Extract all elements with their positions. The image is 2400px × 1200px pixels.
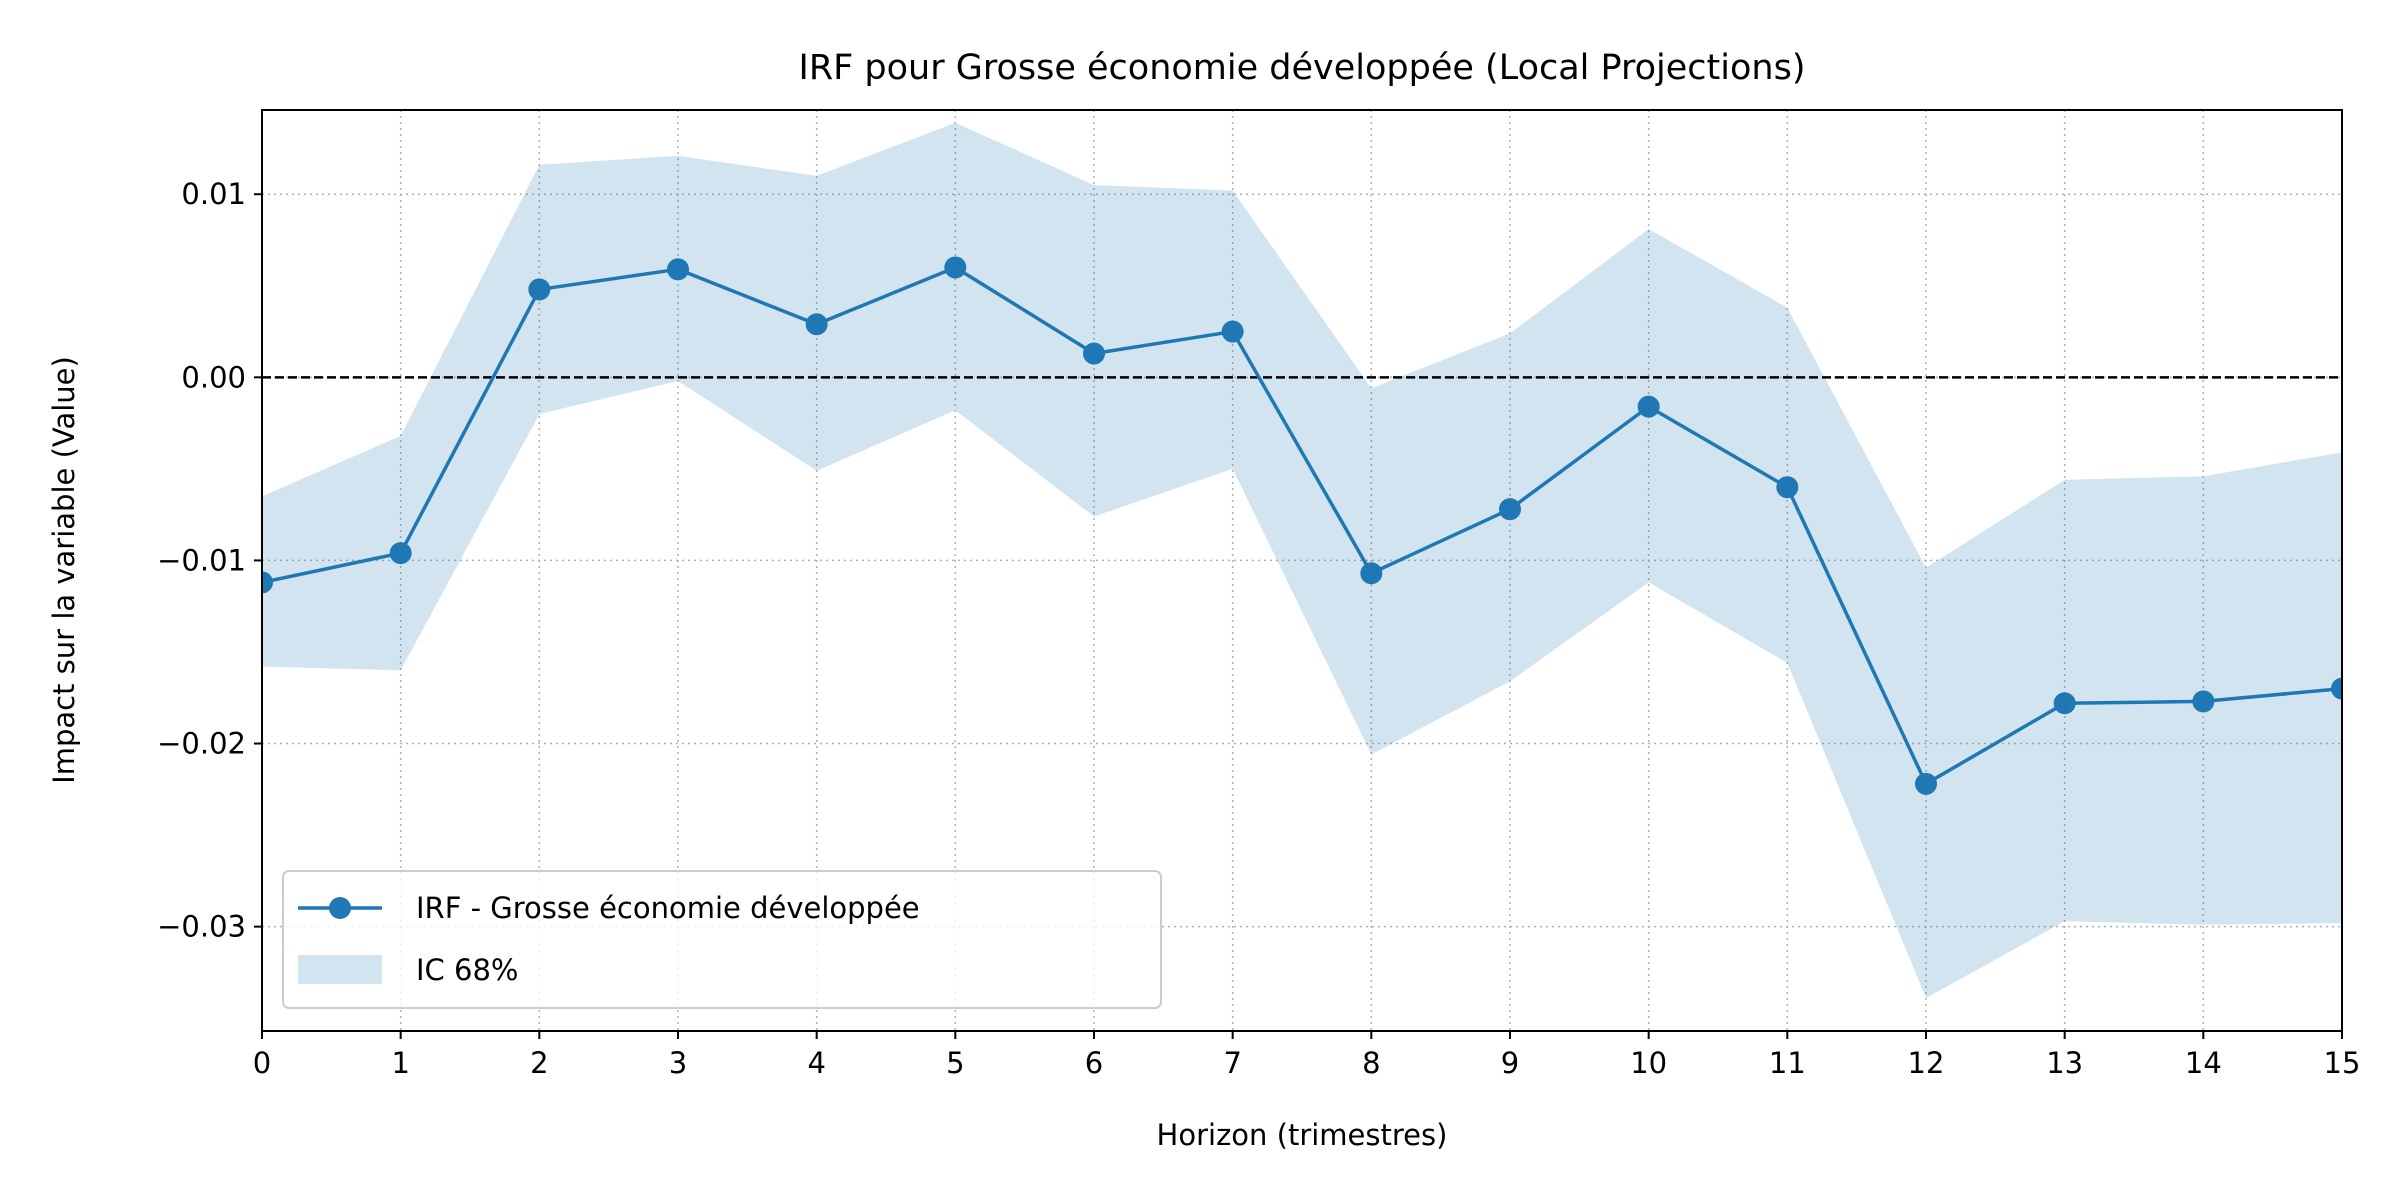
- data-point: [1360, 562, 1383, 585]
- x-tick-label: 5: [946, 1046, 964, 1080]
- plot-frame: [261, 109, 2343, 1032]
- y-tick-label: −0.03: [157, 910, 246, 944]
- x-tick-label: 11: [1769, 1046, 1806, 1080]
- x-tick-label: 6: [1085, 1046, 1103, 1080]
- y-tick-label: 0.00: [181, 360, 246, 394]
- x-tick-label: 7: [1223, 1046, 1241, 1080]
- data-point: [1776, 476, 1799, 499]
- x-tick-label: 1: [391, 1046, 409, 1080]
- legend-marker-swatch: [329, 897, 351, 919]
- data-point: [528, 278, 551, 301]
- y-tick-label: −0.02: [157, 727, 246, 761]
- chart-title: IRF pour Grosse économie développée (Loc…: [799, 48, 1806, 88]
- data-point: [2331, 677, 2342, 700]
- legend-band-swatch: [298, 955, 382, 984]
- confidence-band: [262, 122, 2342, 999]
- data-point: [1499, 498, 1521, 521]
- data-point: [1221, 320, 1244, 343]
- legend-label: IRF - Grosse économie développée: [416, 891, 920, 925]
- x-tick-label: 2: [530, 1046, 548, 1080]
- y-tick-label: 0.01: [181, 177, 246, 211]
- x-tick-label: 9: [1501, 1046, 1519, 1080]
- legend-box: [282, 870, 1162, 1009]
- data-point: [1915, 772, 1937, 795]
- data-point: [2192, 690, 2215, 713]
- x-tick-label: 3: [669, 1046, 687, 1080]
- data-point: [1637, 395, 1660, 418]
- x-tick-label: 4: [807, 1046, 825, 1080]
- series-line: [262, 265, 2342, 786]
- data-point: [805, 313, 828, 336]
- x-axis-label: Horizon (trimestres): [1157, 1118, 1448, 1152]
- plot-area: 0 1 2 3 4 5 6 7 8 9 10 11 12 13 14 150.010.00−0.01−0.02…: [157, 109, 2360, 1080]
- x-tick-label: 10: [1630, 1046, 1667, 1080]
- x-tick-label: 8: [1362, 1046, 1380, 1080]
- data-layer: [262, 122, 2342, 999]
- data-point: [389, 542, 412, 565]
- legend-label: IC 68%: [416, 953, 518, 987]
- data-point: [667, 258, 689, 281]
- y-tick-label: −0.01: [157, 543, 246, 577]
- data-point: [944, 256, 967, 279]
- x-tick-label: 14: [2185, 1046, 2222, 1080]
- x-tick-label: 12: [1908, 1046, 1945, 1080]
- legend: IRF - Grosse économie développée IC 68%: [282, 870, 1162, 1009]
- data-point: [262, 571, 273, 594]
- data-point: [1083, 342, 1105, 365]
- x-tick-label: 0: [253, 1046, 271, 1080]
- data-point: [2053, 692, 2076, 715]
- axes: 0 1 2 3 4 5 6 7 8 9 10 11 12 13 14 150.010.00−0.01−0.02…: [157, 177, 2360, 1080]
- x-tick-label: 13: [2046, 1046, 2083, 1080]
- x-tick-label: 15: [2324, 1046, 2361, 1080]
- y-axis-label: Impact sur la variable (Value): [47, 356, 81, 784]
